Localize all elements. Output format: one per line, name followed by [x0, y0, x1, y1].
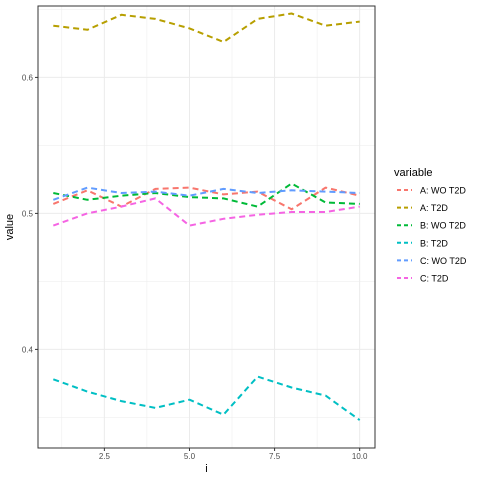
legend-item: C: WO T2D: [397, 256, 467, 266]
x-axis-ticks: 2.5 5.0 7.5 10.0: [99, 448, 368, 461]
series-line-4: [52, 186, 360, 201]
grid-minor: [38, 6, 375, 448]
legend: variable A: WO T2D A: T2D B: WO T2D B: T2D C…: [394, 167, 467, 284]
legend-label: B: WO T2D: [420, 221, 466, 231]
legend-item: A: WO T2D: [397, 186, 466, 196]
x-tick-label: 2.5: [99, 452, 111, 461]
series-line-5: [52, 197, 360, 227]
series-line-2: [53, 182, 360, 208]
panel-border: [37, 5, 376, 449]
legend-label: A: T2D: [420, 203, 448, 213]
legend-label: A: WO T2D: [420, 186, 466, 196]
y-tick-label: 0.5: [22, 209, 34, 218]
legend-item: B: WO T2D: [397, 221, 466, 231]
series-line-3: [52, 375, 361, 421]
panel-background: [38, 6, 375, 448]
legend-label: B: T2D: [420, 238, 448, 248]
legend-item: B: T2D: [397, 238, 448, 248]
legend-item: A: T2D: [397, 203, 448, 213]
y-axis-ticks: 0.4 0.5 0.6: [22, 73, 38, 354]
legend-label: C: WO T2D: [420, 256, 467, 266]
legend-title: variable: [394, 167, 433, 179]
x-axis-title: i: [205, 463, 207, 475]
legend-label: C: T2D: [420, 274, 449, 284]
legend-item: C: T2D: [397, 274, 449, 284]
y-axis-title: value: [4, 214, 16, 240]
x-tick-label: 5.0: [184, 452, 196, 461]
grid-major: [38, 6, 375, 448]
series-lines: [52, 12, 361, 421]
x-tick-label: 7.5: [269, 452, 281, 461]
plot-panel: [37, 5, 376, 449]
y-tick-label: 0.4: [22, 345, 34, 354]
series-line-1: [53, 12, 360, 43]
y-tick-label: 0.6: [22, 73, 34, 82]
x-tick-label: 10.0: [352, 452, 368, 461]
